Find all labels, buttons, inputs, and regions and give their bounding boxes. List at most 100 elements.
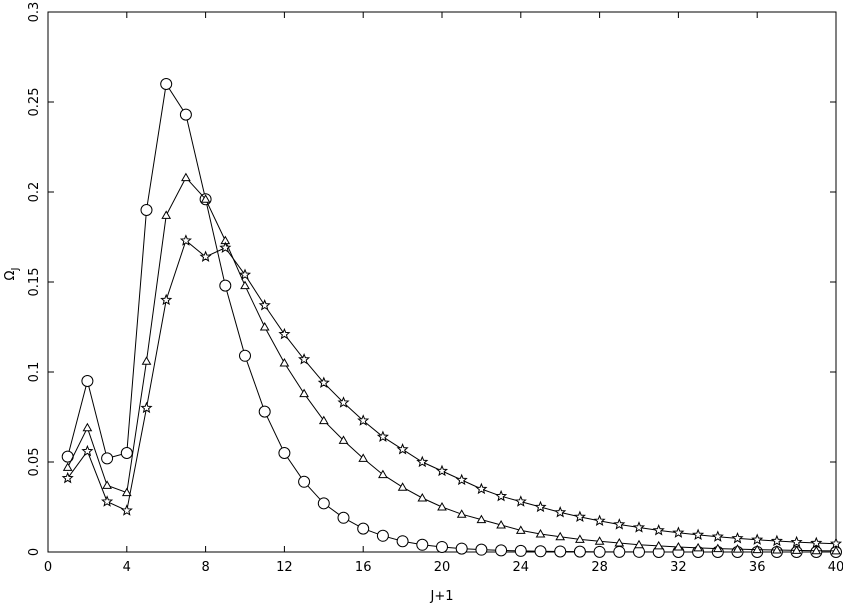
- data-point-circle: [357, 522, 370, 535]
- y-tick-label: 0.15: [27, 268, 42, 297]
- data-point-star: [495, 489, 508, 502]
- data-point-triangle: [121, 487, 132, 497]
- data-point-circle: [101, 452, 114, 465]
- data-point-triangle: [831, 545, 841, 555]
- data-point-circle: [573, 545, 586, 558]
- data-point-triangle: [811, 545, 822, 555]
- data-point-triangle: [102, 480, 112, 489]
- data-point-triangle: [62, 462, 73, 471]
- data-point-circle: [455, 542, 468, 555]
- data-point-triangle: [515, 525, 526, 534]
- data-point-star: [160, 293, 173, 306]
- x-tick-label: 28: [591, 560, 608, 575]
- data-point-star: [593, 514, 606, 526]
- ticks: 0 4 8 12 16 20 24 28 32 36 40 0 0.05 0.1 0.15 0.2 0.25 0.…: [27, 2, 843, 575]
- data-point-star: [416, 455, 429, 468]
- data-point-star: [613, 518, 626, 530]
- data-point-triangle: [141, 356, 152, 365]
- data-point-circle: [120, 447, 133, 459]
- data-point-circle: [475, 543, 488, 556]
- data-point-star: [101, 495, 114, 507]
- data-point-triangle: [693, 542, 703, 552]
- y-tick-label: 0.05: [27, 448, 42, 477]
- data-point-triangle: [240, 280, 250, 290]
- data-point-triangle: [594, 536, 605, 545]
- data-point-star: [731, 531, 744, 544]
- data-point-triangle: [673, 541, 684, 551]
- data-point-star: [770, 534, 783, 547]
- data-point-star: [534, 500, 547, 513]
- data-point-triangle: [614, 537, 625, 547]
- y-tick-label: 0.25: [27, 88, 42, 117]
- data-point-circle: [160, 78, 173, 90]
- data-point-star: [672, 526, 685, 538]
- data-point-circle: [81, 375, 94, 387]
- data-point-star: [317, 376, 330, 388]
- data-point-star: [829, 537, 843, 549]
- data-point-triangle: [496, 519, 506, 529]
- data-point-star: [238, 268, 252, 280]
- data-point-triangle: [338, 435, 349, 444]
- data-point-circle: [554, 545, 567, 558]
- data-point-star: [751, 533, 764, 545]
- y-tick-label: 0: [27, 548, 42, 556]
- x-tick-label: 36: [749, 560, 766, 575]
- data-point-circle: [317, 497, 330, 510]
- data-point-star: [554, 506, 567, 518]
- data-point-circle: [337, 511, 350, 524]
- data-point-triangle: [318, 415, 329, 425]
- data-point-triangle: [634, 539, 644, 549]
- data-point-triangle: [732, 544, 743, 553]
- data-point-triangle: [358, 453, 369, 462]
- series-line-circle: [67, 82, 836, 553]
- data-point-triangle: [378, 469, 388, 479]
- data-point-circle: [258, 405, 271, 418]
- data-point-star: [81, 444, 94, 457]
- data-point-triangle: [555, 531, 566, 541]
- data-point-triangle: [200, 194, 211, 203]
- series-star: [61, 234, 843, 549]
- data-point-star: [455, 473, 468, 486]
- y-tick-label: 0.3: [27, 2, 42, 23]
- data-point-circle: [396, 535, 409, 548]
- data-point-triangle: [575, 534, 585, 543]
- data-point-triangle: [653, 540, 664, 550]
- data-point-triangle: [476, 514, 487, 524]
- data-point-triangle: [437, 501, 447, 511]
- series: [61, 78, 843, 558]
- data-point-triangle: [752, 544, 763, 554]
- data-point-circle: [219, 279, 232, 292]
- data-point-circle: [239, 349, 251, 362]
- data-point-triangle: [82, 422, 93, 432]
- data-point-star: [179, 234, 192, 246]
- series-line-star: [67, 239, 837, 545]
- data-point-circle: [514, 544, 527, 557]
- y-tick-label: 0.2: [27, 182, 42, 203]
- data-point-star: [514, 495, 527, 507]
- data-point-triangle: [712, 543, 723, 553]
- data-point-star: [692, 528, 705, 541]
- x-tick-label: 4: [123, 560, 131, 575]
- data-point-star: [810, 536, 823, 549]
- data-point-triangle: [279, 357, 290, 367]
- data-point-circle: [416, 538, 429, 551]
- data-point-circle: [298, 475, 311, 488]
- data-point-triangle: [397, 482, 408, 491]
- data-point-circle: [278, 447, 291, 459]
- data-point-circle: [613, 545, 626, 558]
- data-point-star: [790, 535, 803, 548]
- data-point-triangle: [299, 388, 309, 398]
- data-point-circle: [593, 545, 606, 558]
- y-axis-title-main: Ω: [3, 270, 18, 280]
- data-point-circle: [179, 108, 192, 121]
- x-tick-label: 24: [513, 560, 530, 575]
- data-point-star: [219, 241, 232, 253]
- x-tick-label: 20: [434, 560, 451, 575]
- data-point-triangle: [772, 545, 782, 554]
- x-axis-title: J+1: [430, 589, 454, 604]
- x-tick-label: 8: [201, 560, 209, 575]
- x-tick-label: 40: [828, 560, 843, 575]
- y-tick-label: 0.1: [27, 362, 42, 383]
- data-point-triangle: [417, 492, 428, 502]
